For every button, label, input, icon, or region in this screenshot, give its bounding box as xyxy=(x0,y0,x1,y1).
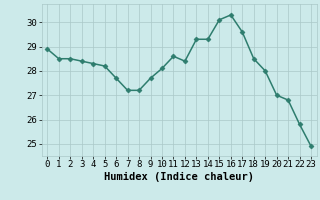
X-axis label: Humidex (Indice chaleur): Humidex (Indice chaleur) xyxy=(104,172,254,182)
